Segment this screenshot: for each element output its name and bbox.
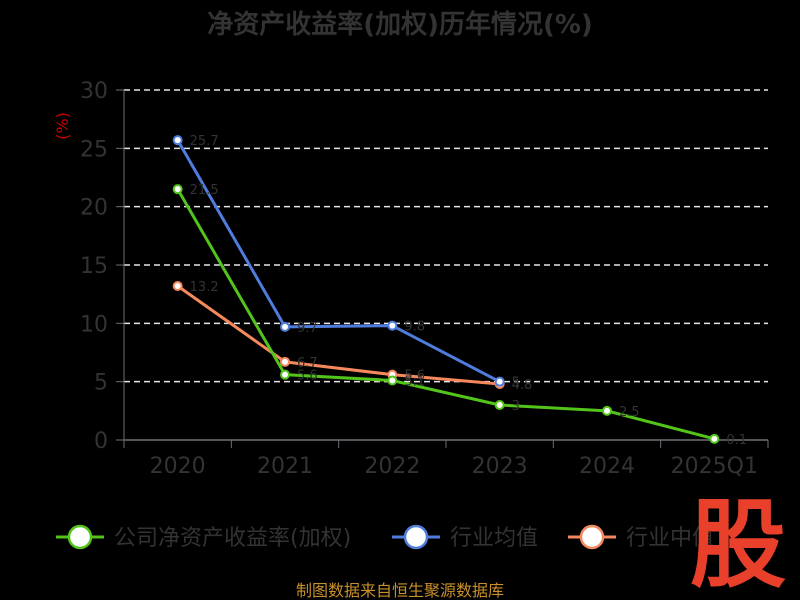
legend: 公司净资产收益率(加权) 行业均值 行业中值 xyxy=(56,524,714,551)
series-line xyxy=(176,284,500,386)
data-label: 9.7 xyxy=(297,321,318,336)
chart-title: 净资产收益率(加权)历年情况(%) xyxy=(207,9,593,40)
series-0: 21.55.6 5.13 2.50.1 xyxy=(172,183,747,448)
data-point xyxy=(172,184,183,195)
data-point xyxy=(280,356,290,367)
data-point xyxy=(280,321,290,332)
x-tick-label: 2022 xyxy=(364,454,420,479)
data-label: 6.7 xyxy=(297,356,318,371)
data-label: 9.8 xyxy=(404,320,425,335)
grid-lines xyxy=(124,89,768,383)
data-point xyxy=(280,369,290,380)
legend-item-2: 行业中值 xyxy=(568,524,714,551)
axes: 0 5 10 15 20 25 30 2020 2021 2022 2023 2024 2025Q1 xyxy=(80,79,769,479)
x-tick-label: 2025Q1 xyxy=(671,454,758,479)
y-tick-label: 30 xyxy=(80,79,108,104)
data-point xyxy=(602,405,612,416)
y-tick-label: 0 xyxy=(94,429,108,454)
x-tick-label: 2020 xyxy=(150,454,206,479)
y-tick-label: 10 xyxy=(80,312,108,337)
legend-marker xyxy=(67,524,93,550)
source-note: 制图数据来自恒生聚源数据库 xyxy=(296,581,504,600)
y-axis-label: (%) xyxy=(53,112,72,140)
y-tick-label: 20 xyxy=(80,196,108,221)
data-point xyxy=(494,376,505,387)
data-point xyxy=(709,433,720,444)
series-1: 25.7 9.7 9.8 5 xyxy=(172,134,520,391)
series-line xyxy=(176,188,715,441)
x-tick-label: 2024 xyxy=(579,454,635,479)
data-label: 25.7 xyxy=(190,134,219,149)
data-point xyxy=(172,135,183,146)
data-label: 5.1 xyxy=(404,375,425,390)
data-label: 21.5 xyxy=(190,183,219,198)
x-tick-label: 2021 xyxy=(257,454,313,479)
y-tick-label: 25 xyxy=(80,137,108,162)
legend-item-0: 公司净资产收益率(加权) xyxy=(56,524,351,551)
y-tick-label: 5 xyxy=(94,371,108,396)
legend-label: 公司净资产收益率(加权) xyxy=(114,526,351,551)
data-label: 4.8 xyxy=(512,378,533,393)
x-tick-label: 2023 xyxy=(472,454,528,479)
series-2: 13.26.75.64.8 xyxy=(172,280,533,393)
legend-marker xyxy=(403,524,429,550)
y-tick-label: 15 xyxy=(80,254,108,279)
data-point xyxy=(172,281,183,291)
data-label: 3 xyxy=(512,399,520,414)
legend-label: 行业中值 xyxy=(626,526,714,551)
logo-mark: 股 xyxy=(690,489,786,600)
data-point xyxy=(387,375,398,386)
legend-marker xyxy=(579,524,605,550)
data-label: 5.6 xyxy=(297,369,318,384)
data-label: 13.2 xyxy=(190,280,219,295)
data-point xyxy=(494,400,505,410)
data-label: 5 xyxy=(512,376,520,391)
data-label: 5.6 xyxy=(404,369,425,384)
legend-label: 行业均值 xyxy=(450,526,538,551)
data-point xyxy=(387,320,398,331)
data-label: 2.5 xyxy=(619,405,640,420)
data-label: 0.1 xyxy=(726,433,747,448)
series-line xyxy=(176,139,501,383)
legend-item-1: 行业均值 xyxy=(392,524,538,551)
